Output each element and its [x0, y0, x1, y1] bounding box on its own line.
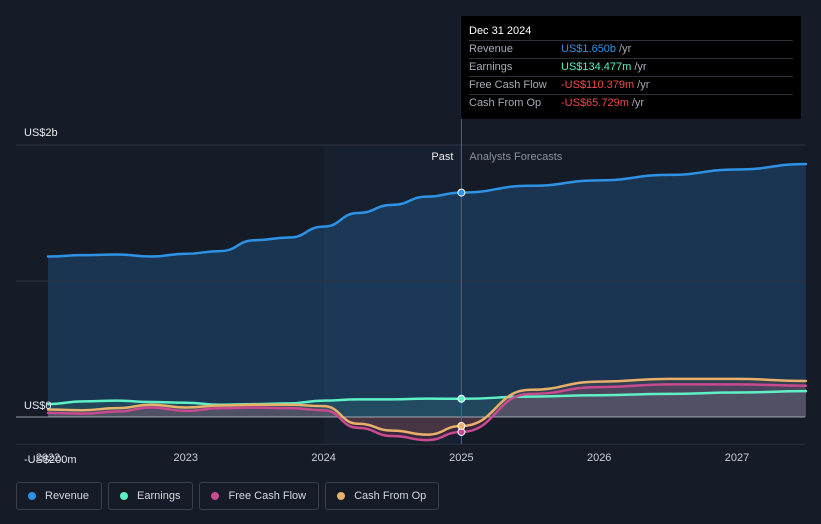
tooltip-label: Cash From Op [469, 97, 542, 109]
x-tick-label: 2025 [449, 452, 473, 464]
legend-item-earnings[interactable]: Earnings [108, 482, 194, 510]
legend-item-free-cash-flow[interactable]: Free Cash Flow [199, 482, 320, 510]
series-area-revenue [48, 164, 806, 417]
tooltip-label: Free Cash Flow [469, 79, 547, 91]
series-area-earnings [48, 391, 806, 417]
tooltip-row-cfo: Cash From Op -US$65.729m /yr [469, 95, 793, 112]
tooltip-value: -US$65.729m [561, 97, 629, 109]
legend-item-cash-from-op[interactable]: Cash From Op [325, 482, 440, 510]
series-line-revenue [46, 162, 808, 258]
tooltip-value: US$1.650b [561, 43, 617, 55]
point-marker [457, 394, 466, 403]
y-tick-label: US$0 [24, 400, 52, 412]
x-tick-label: 2022 [36, 452, 60, 464]
tooltip-value: US$134.477m [561, 61, 632, 73]
series-line-cash-from-op [46, 377, 808, 436]
series-line-earnings [46, 389, 808, 407]
point-marker [457, 421, 466, 430]
series-area-free-cash-flow [48, 384, 806, 441]
past-label: Past [431, 151, 453, 163]
legend-dot-icon [211, 492, 220, 500]
legend-label: Free Cash Flow [228, 490, 307, 502]
tooltip-unit: /yr [637, 79, 650, 91]
legend-dot-icon [120, 492, 129, 500]
x-tick-label: 2023 [174, 452, 198, 464]
legend-label: Earnings [137, 490, 181, 502]
forecast-label: Analysts Forecasts [469, 151, 562, 163]
series-line-free-cash-flow [46, 383, 808, 442]
y-tick-label: US$2b [24, 127, 58, 139]
tooltip-value: -US$110.379m [561, 79, 635, 91]
tooltip-row-earnings: Earnings US$134.477m /yr [469, 59, 793, 77]
tooltip: Dec 31 2024 Revenue US$1.650b /yr Earnin… [461, 16, 801, 119]
legend-label: Cash From Op [354, 490, 427, 502]
tooltip-unit: /yr [631, 97, 645, 109]
y-tick-label: -US$200m [24, 454, 77, 466]
x-tick-label: 2027 [725, 452, 749, 464]
tooltip-unit: /yr [634, 61, 647, 73]
legend: Revenue Earnings Free Cash Flow Cash Fro… [16, 482, 440, 510]
tooltip-date: Dec 31 2024 [469, 23, 793, 41]
x-tick-label: 2024 [311, 452, 335, 464]
tooltip-label: Revenue [469, 43, 514, 55]
legend-label: Revenue [45, 490, 90, 502]
point-marker [457, 188, 466, 197]
x-tick-label: 2026 [587, 452, 611, 464]
legend-dot-icon [28, 492, 36, 500]
legend-item-revenue[interactable]: Revenue [16, 482, 103, 510]
tooltip-unit: /yr [619, 43, 632, 55]
legend-dot-icon [337, 492, 346, 500]
tooltip-row-fcf: Free Cash Flow -US$110.379m /yr [469, 77, 793, 95]
tooltip-row-revenue: Revenue US$1.650b /yr [469, 41, 793, 59]
series-area-cash-from-op [48, 378, 806, 435]
tooltip-label: Earnings [469, 61, 513, 73]
